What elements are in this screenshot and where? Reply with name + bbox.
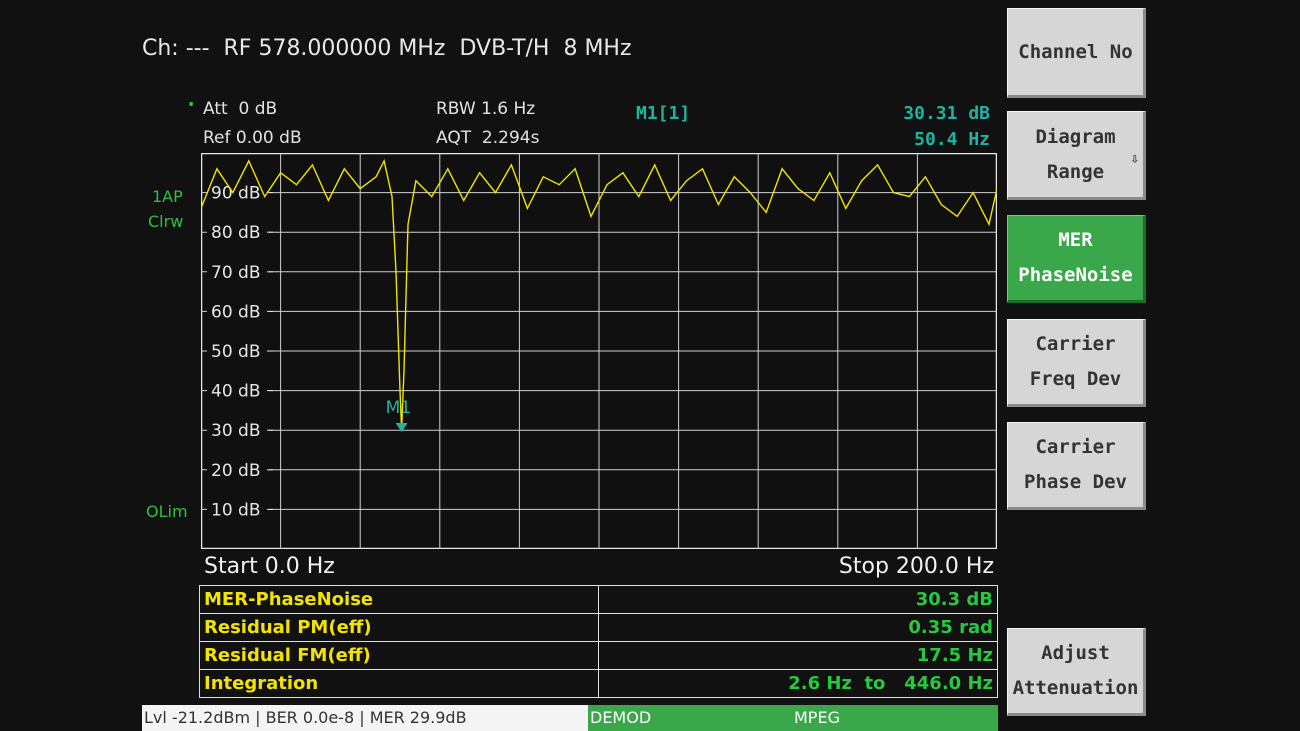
integration-to-word: to [864,673,886,694]
result-value: 17.5 Hz [598,641,998,670]
y-tick-label-bg [207,221,269,242]
attenuation-label: Att 0 dB [203,99,278,119]
y-tick-label-bg [207,340,269,360]
status-dot-icon: • [187,97,196,113]
mer-phasenoise-softkey[interactable]: MER PhaseNoise [1007,215,1146,303]
softkey-label: Range [1046,160,1105,183]
softkey-label: Freq Dev [1029,368,1122,390]
marker-tag: M1 [386,398,411,418]
softkey-label: Carrier [1035,333,1116,355]
adjust-attenuation-softkey[interactable]: Adjust Attenuation [1007,628,1146,716]
y-tick-label: 50 dB [211,342,261,362]
y-tick-label: 80 dB [211,223,261,243]
softkey-label: Diagram [1035,125,1116,148]
softkey-label: Carrier [1035,436,1116,458]
softkey-label: Phase Dev [1024,471,1127,493]
marker-frequency: 50.4 Hz [914,129,990,150]
trace-mode-label: 1AP [152,187,183,206]
y-tick-label-bg [207,260,269,281]
result-value: 0.35 rad [598,613,998,642]
mpeg-label: MPEG [794,708,840,727]
result-value: 30.3 dB [598,585,998,614]
status-text: Lvl -21.2dBm | BER 0.0e-8 | MER 29.9dB [144,708,467,727]
result-label: Residual PM(eff) [199,613,599,642]
integration-label: Integration [199,669,599,698]
rbw-label: RBW 1.6 Hz [436,99,536,119]
table-row: Residual FM(eff) 17.5 Hz [199,641,998,670]
y-tick-label-bg [207,300,269,321]
diagram-range-softkey[interactable]: Diagram Range ⇩ [1007,111,1146,200]
y-tick-label: 90 dB [211,184,261,204]
integration-to: 446.0 Hz [904,673,993,694]
reference-level-label: Ref 0.00 dB [203,128,302,148]
stop-frequency: Stop 200.0 Hz [838,554,994,579]
spectrum-plot[interactable]: 90 dB 80 dB 70 dB 60 dB 50 dB 40 dB 30 dB 20 dB… [201,153,997,549]
y-tick-label: 40 dB [211,382,261,402]
trace-line [201,158,997,430]
result-label: Residual FM(eff) [199,641,599,670]
y-tick-label: 20 dB [211,461,261,481]
plot-grid [201,153,997,549]
softkey-label: MER [1058,229,1093,251]
y-axis-labels: 90 dB 80 dB 70 dB 60 dB 50 dB 40 dB 30 dB 20 dB… [207,181,273,520]
down-arrow-icon: ⇩ [1130,151,1139,167]
trace-layer [201,158,997,430]
aqt-label: AQT 2.294s [436,128,540,148]
channel-no-softkey[interactable]: Channel No [1007,8,1146,98]
carrier-freq-dev-softkey[interactable]: Carrier Freq Dev [1007,319,1146,407]
integration-from: 2.6 Hz [788,673,852,694]
status-bar: Lvl -21.2dBm | BER 0.0e-8 | MER 29.9dB D… [142,705,998,731]
softkey-label: Attenuation [1012,677,1139,699]
integration-range: 2.6 Hz to 446.0 Hz [598,669,998,698]
y-tick-label-bg [207,498,269,519]
demod-label: DEMOD [590,708,652,727]
limit-label: OLim [146,502,188,521]
y-tick-label-bg [207,458,269,479]
softkey-label: Adjust [1041,642,1110,664]
softkey-label: PhaseNoise [1018,264,1133,286]
results-table: MER-PhaseNoise 30.3 dB Residual PM(eff) … [199,585,998,698]
trace-clear-write-label: Clrw [148,212,184,231]
y-tick-label: 60 dB [211,302,261,322]
demod-indicator: DEMOD MPEG [588,705,998,731]
y-tick-label: 30 dB [211,421,261,441]
marker-layer: M1 [386,398,411,432]
carrier-phase-dev-softkey[interactable]: Carrier Phase Dev [1007,422,1146,510]
y-tick-label: 70 dB [211,263,261,283]
channel-title: Ch: --- RF 578.000000 MHz DVB-T/H 8 MHz [142,36,632,61]
y-tick-label: 10 dB [211,500,261,520]
result-label: MER-PhaseNoise [199,585,599,614]
y-tick-label-bg [207,181,269,202]
marker-level: 30.31 dB [903,103,990,124]
y-tick-label-bg [207,379,269,400]
softkey-label: Channel No [1018,40,1133,63]
table-row: Integration 2.6 Hz to 446.0 Hz [199,669,998,698]
table-row: Residual PM(eff) 0.35 rad [199,613,998,642]
marker-triangle-icon [395,422,408,432]
start-frequency: Start 0.0 Hz [204,554,335,579]
y-tick-label-bg [207,419,269,440]
marker-label: M1[1] [636,103,691,124]
table-row: MER-PhaseNoise 30.3 dB [199,585,998,614]
